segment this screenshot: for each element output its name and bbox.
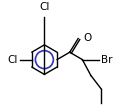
Text: Br: Br [101,55,113,65]
Text: O: O [83,33,92,43]
Text: Cl: Cl [39,2,50,12]
Text: Cl: Cl [8,55,18,65]
